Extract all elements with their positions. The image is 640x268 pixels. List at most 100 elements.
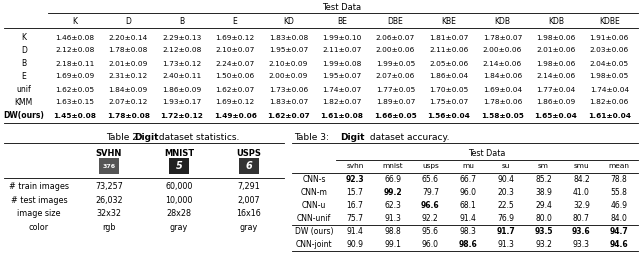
Text: 1.50±0.06: 1.50±0.06 <box>216 73 255 80</box>
Text: DW(ours): DW(ours) <box>3 111 44 120</box>
Text: 98.6: 98.6 <box>459 240 477 249</box>
Text: 66.9: 66.9 <box>384 175 401 184</box>
Text: E: E <box>21 72 26 81</box>
Text: DBE: DBE <box>388 17 403 25</box>
Text: 1.73±0.06: 1.73±0.06 <box>269 87 308 92</box>
Text: 92.2: 92.2 <box>422 214 439 223</box>
Text: D: D <box>125 17 131 25</box>
Text: 2.24±0.07: 2.24±0.07 <box>216 61 255 66</box>
Text: 2.03±0.06: 2.03±0.06 <box>589 47 629 54</box>
Text: unif: unif <box>17 85 31 94</box>
Text: 1.83±0.07: 1.83±0.07 <box>269 99 308 106</box>
Text: 95.6: 95.6 <box>422 227 439 236</box>
Text: 1.46±0.08: 1.46±0.08 <box>55 35 94 40</box>
Text: 32.9: 32.9 <box>573 201 590 210</box>
Text: 1.91±0.06: 1.91±0.06 <box>589 35 629 40</box>
Text: color: color <box>29 223 49 232</box>
Text: 2.06±0.07: 2.06±0.07 <box>376 35 415 40</box>
Text: 2.05±0.06: 2.05±0.06 <box>429 61 468 66</box>
Text: 2.29±0.13: 2.29±0.13 <box>162 35 201 40</box>
Text: dataset statistics.: dataset statistics. <box>156 132 239 142</box>
Text: 55.8: 55.8 <box>611 188 628 197</box>
Text: 84.0: 84.0 <box>611 214 628 223</box>
Text: 75.7: 75.7 <box>346 214 364 223</box>
Text: 2.10±0.09: 2.10±0.09 <box>269 61 308 66</box>
Text: mu: mu <box>462 163 474 169</box>
Text: 10,000: 10,000 <box>165 196 193 205</box>
Bar <box>169 158 189 174</box>
Text: 1.69±0.12: 1.69±0.12 <box>216 99 255 106</box>
Text: 22.5: 22.5 <box>497 201 515 210</box>
Text: 1.86±0.04: 1.86±0.04 <box>429 73 468 80</box>
Text: 1.49±0.06: 1.49±0.06 <box>214 113 257 118</box>
Text: 1.77±0.04: 1.77±0.04 <box>536 87 575 92</box>
Text: 2.12±0.08: 2.12±0.08 <box>162 47 202 54</box>
Text: 16x16: 16x16 <box>237 209 261 218</box>
Text: 2.00±0.06: 2.00±0.06 <box>483 47 522 54</box>
Text: 1.74±0.04: 1.74±0.04 <box>589 87 629 92</box>
Text: 1.78±0.07: 1.78±0.07 <box>483 35 522 40</box>
Text: SVHN: SVHN <box>96 148 122 158</box>
Text: 1.86±0.09: 1.86±0.09 <box>536 99 575 106</box>
Text: 85.2: 85.2 <box>535 175 552 184</box>
Text: 1.84±0.06: 1.84±0.06 <box>483 73 522 80</box>
Text: D: D <box>21 46 27 55</box>
Text: 66.7: 66.7 <box>460 175 477 184</box>
Text: smu: smu <box>573 163 589 169</box>
Text: 1.65±0.04: 1.65±0.04 <box>534 113 577 118</box>
Text: sm: sm <box>538 163 549 169</box>
Text: 2.00±0.09: 2.00±0.09 <box>269 73 308 80</box>
Text: 1.84±0.09: 1.84±0.09 <box>109 87 148 92</box>
Text: rgb: rgb <box>102 223 116 232</box>
Text: 6: 6 <box>246 161 252 171</box>
Text: 1.78±0.08: 1.78±0.08 <box>109 47 148 54</box>
Text: 91.3: 91.3 <box>497 240 515 249</box>
Text: BE: BE <box>337 17 347 25</box>
Text: 15.7: 15.7 <box>346 188 364 197</box>
Bar <box>99 158 119 174</box>
Text: 1.72±0.12: 1.72±0.12 <box>160 113 203 118</box>
Text: dataset accuracy.: dataset accuracy. <box>367 132 449 142</box>
Text: 62.3: 62.3 <box>384 201 401 210</box>
Text: B: B <box>179 17 184 25</box>
Text: 1.95±0.07: 1.95±0.07 <box>269 47 308 54</box>
Text: 20.3: 20.3 <box>497 188 515 197</box>
Text: 1.75±0.07: 1.75±0.07 <box>429 99 468 106</box>
Text: KD: KD <box>283 17 294 25</box>
Text: 1.61±0.04: 1.61±0.04 <box>588 113 631 118</box>
Text: 7,291: 7,291 <box>237 182 260 191</box>
Text: 1.93±0.17: 1.93±0.17 <box>162 99 201 106</box>
Text: Digit: Digit <box>134 132 159 142</box>
Text: 1.86±0.09: 1.86±0.09 <box>162 87 201 92</box>
Text: 2.14±0.06: 2.14±0.06 <box>483 61 522 66</box>
Text: 1.56±0.04: 1.56±0.04 <box>428 113 470 118</box>
Text: 78.8: 78.8 <box>611 175 627 184</box>
Text: 1.45±0.08: 1.45±0.08 <box>53 113 96 118</box>
Text: 1.82±0.07: 1.82±0.07 <box>323 99 362 106</box>
Text: 99.2: 99.2 <box>383 188 402 197</box>
Text: 2.01±0.06: 2.01±0.06 <box>536 47 575 54</box>
Text: 80.0: 80.0 <box>535 214 552 223</box>
Text: 1.77±0.05: 1.77±0.05 <box>376 87 415 92</box>
Text: Test Data: Test Data <box>468 148 506 158</box>
Text: 2.01±0.09: 2.01±0.09 <box>109 61 148 66</box>
Text: 1.83±0.08: 1.83±0.08 <box>269 35 308 40</box>
Text: 2.14±0.06: 2.14±0.06 <box>536 73 575 80</box>
Text: 1.62±0.07: 1.62±0.07 <box>267 113 310 118</box>
Text: 1.70±0.05: 1.70±0.05 <box>429 87 468 92</box>
Text: 96.0: 96.0 <box>422 240 439 249</box>
Text: 2.07±0.06: 2.07±0.06 <box>376 73 415 80</box>
Text: Table 2:: Table 2: <box>106 132 143 142</box>
Text: CNN-s: CNN-s <box>302 175 326 184</box>
Text: 96.6: 96.6 <box>421 201 440 210</box>
Text: 91.3: 91.3 <box>384 214 401 223</box>
Text: 90.9: 90.9 <box>346 240 364 249</box>
Text: 91.4: 91.4 <box>460 214 477 223</box>
Text: 1.73±0.12: 1.73±0.12 <box>162 61 201 66</box>
Text: B: B <box>21 59 26 68</box>
Text: 1.99±0.05: 1.99±0.05 <box>376 61 415 66</box>
Text: 1.81±0.07: 1.81±0.07 <box>429 35 468 40</box>
Text: # train images: # train images <box>9 182 69 191</box>
Text: E: E <box>233 17 237 25</box>
Text: 2.31±0.12: 2.31±0.12 <box>109 73 148 80</box>
